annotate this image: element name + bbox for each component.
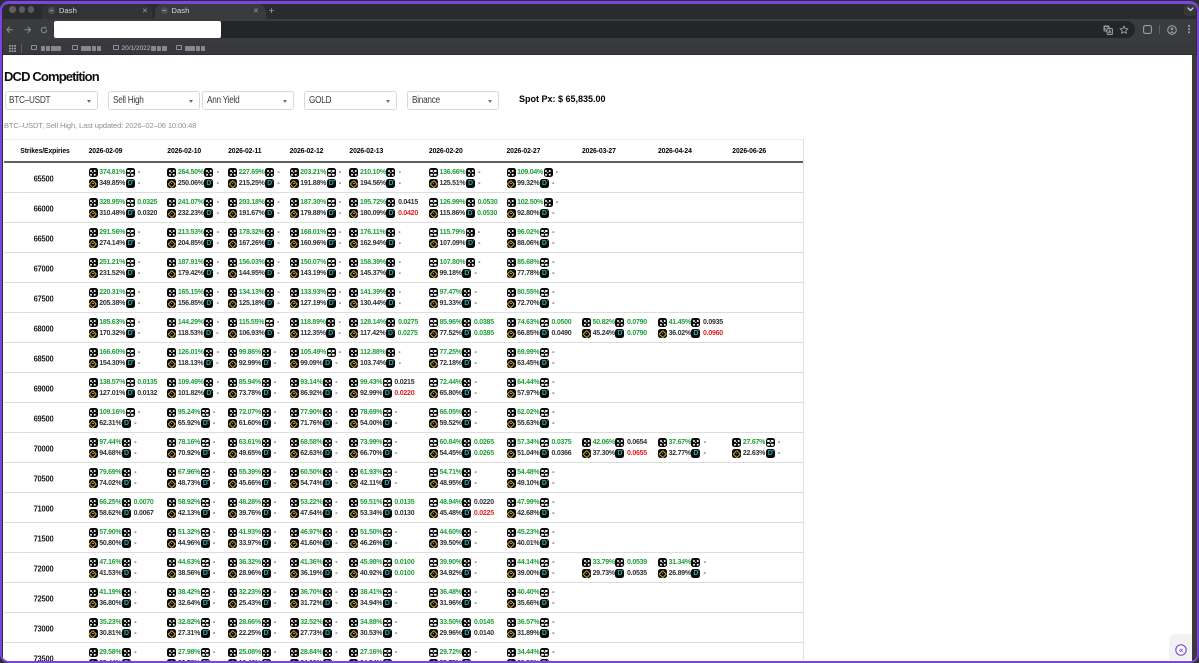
svg-text:«: « — [1179, 645, 1184, 654]
